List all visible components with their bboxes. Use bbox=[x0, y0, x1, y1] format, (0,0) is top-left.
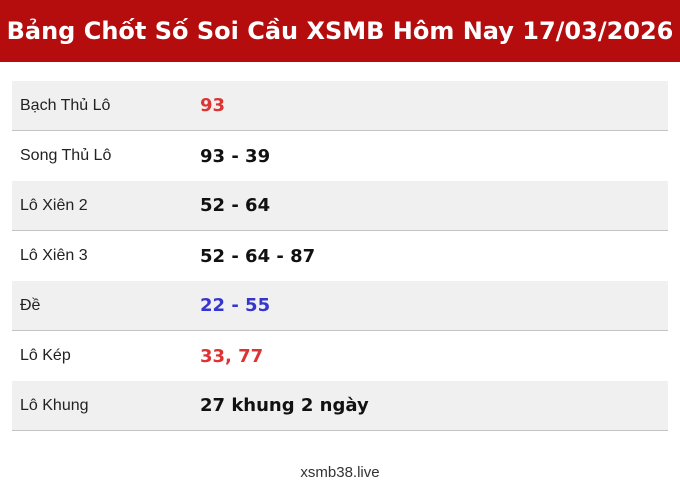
row-value: 27 khung 2 ngày bbox=[200, 395, 369, 416]
header-banner: Bảng Chốt Số Soi Cầu XSMB Hôm Nay 17/03/… bbox=[0, 0, 680, 62]
table-row: Bạch Thủ Lô 93 bbox=[12, 81, 668, 131]
row-value: 93 bbox=[200, 95, 226, 116]
table-row: Song Thủ Lô 93 - 39 bbox=[12, 131, 668, 181]
row-value: 22 - 55 bbox=[200, 295, 271, 316]
row-value: 33, 77 bbox=[200, 345, 264, 367]
row-value: 52 - 64 bbox=[200, 195, 271, 216]
table-row: Đề 22 - 55 bbox=[12, 281, 668, 331]
table-row: Lô Xiên 2 52 - 64 bbox=[12, 181, 668, 231]
row-label: Song Thủ Lô bbox=[20, 147, 112, 164]
row-label: Đề bbox=[20, 296, 41, 314]
row-value: 52 - 64 - 87 bbox=[200, 245, 316, 267]
page-title: Bảng Chốt Số Soi Cầu XSMB Hôm Nay 17/03/… bbox=[6, 17, 674, 45]
row-label: Bạch Thủ Lô bbox=[20, 96, 111, 114]
table-row: Lô Xiên 3 52 - 64 - 87 bbox=[12, 231, 668, 281]
table-row: Lô Kép 33, 77 bbox=[12, 331, 668, 381]
row-label: Lô Xiên 2 bbox=[20, 196, 88, 214]
table-row: Lô Khung 27 khung 2 ngày bbox=[12, 381, 668, 431]
row-value: 93 - 39 bbox=[200, 145, 271, 167]
row-label: Lô Xiên 3 bbox=[20, 247, 88, 264]
row-label: Lô Khung bbox=[20, 396, 89, 414]
row-label: Lô Kép bbox=[20, 347, 71, 364]
prediction-table: Bạch Thủ Lô 93 Song Thủ Lô 93 - 39 Lô Xi… bbox=[12, 81, 668, 431]
site-watermark: xsmb38.live bbox=[300, 464, 380, 481]
